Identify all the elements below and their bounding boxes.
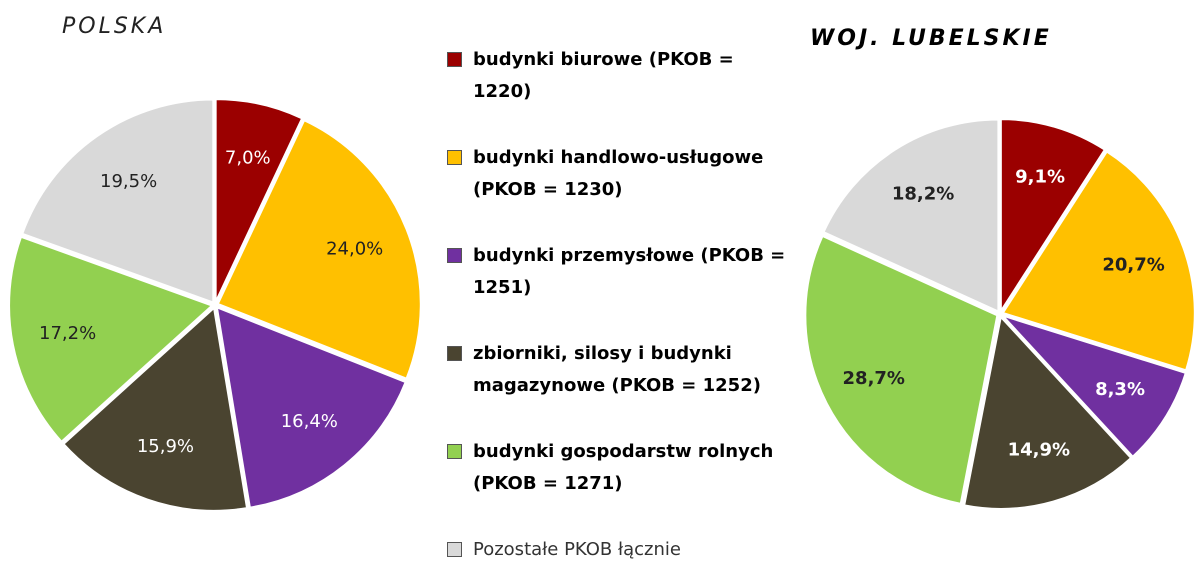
data-label: 14,9% [1008, 440, 1070, 461]
legend-item: zbiorniki, silosy i budynki magazynowe (… [447, 338, 787, 436]
data-label: 7,0% [225, 147, 271, 168]
data-label: 19,5% [100, 171, 157, 192]
legend-item: Pozostałe PKOB łącznie [447, 534, 787, 568]
legend-item: budynki gospodarstw rolnych (PKOB = 1271… [447, 436, 787, 534]
legend-label: Pozostałe PKOB łącznie [473, 539, 681, 560]
legend-swatch [447, 542, 462, 557]
data-label: 28,7% [843, 368, 905, 389]
pie-slice [8, 235, 214, 444]
legend-label: zbiorniki, silosy i budynki magazynowe (… [473, 343, 761, 396]
pie-slice [215, 305, 407, 509]
chart-title: WOJ. LUBELSKIE [810, 26, 1052, 51]
data-label: 17,2% [39, 323, 96, 344]
pie-slice [963, 314, 1133, 510]
data-label: 18,2% [892, 184, 954, 205]
data-label: 24,0% [326, 239, 383, 260]
data-label: 15,9% [137, 436, 194, 457]
legend-swatch [447, 52, 462, 67]
legend-item: budynki handlowo-usługowe (PKOB = 1230) [447, 142, 787, 240]
legend-item: budynki przemysłowe (PKOB = 1251) [447, 240, 787, 338]
legend-label: budynki gospodarstw rolnych (PKOB = 1271… [473, 441, 774, 494]
pie-slice [822, 118, 1000, 314]
pie-slice [999, 313, 1188, 459]
pie-slice [62, 305, 249, 512]
legend-item: budynki biurowe (PKOB = 1220) [447, 44, 787, 142]
legend-label: budynki handlowo-usługowe (PKOB = 1230) [473, 147, 764, 200]
pie-slice [20, 98, 215, 304]
pie-slice [999, 118, 1107, 315]
data-label: 8,3% [1095, 379, 1145, 400]
pie-slice [216, 118, 422, 380]
legend-swatch [447, 444, 462, 459]
legend-swatch [447, 150, 462, 165]
legend-swatch [447, 346, 462, 361]
chart-title: POLSKA [62, 14, 167, 39]
legend-label: budynki przemysłowe (PKOB = 1251) [473, 245, 786, 298]
legend-label: budynki biurowe (PKOB = 1220) [473, 49, 734, 102]
legend-swatch [447, 248, 462, 263]
pie-slice [804, 234, 999, 506]
data-label: 9,1% [1015, 167, 1065, 188]
legend: budynki biurowe (PKOB = 1220) budynki han… [447, 44, 787, 568]
data-label: 16,4% [281, 411, 338, 432]
data-label: 20,7% [1102, 255, 1164, 276]
pie-slice [214, 98, 304, 303]
pie-slice [1001, 150, 1195, 372]
